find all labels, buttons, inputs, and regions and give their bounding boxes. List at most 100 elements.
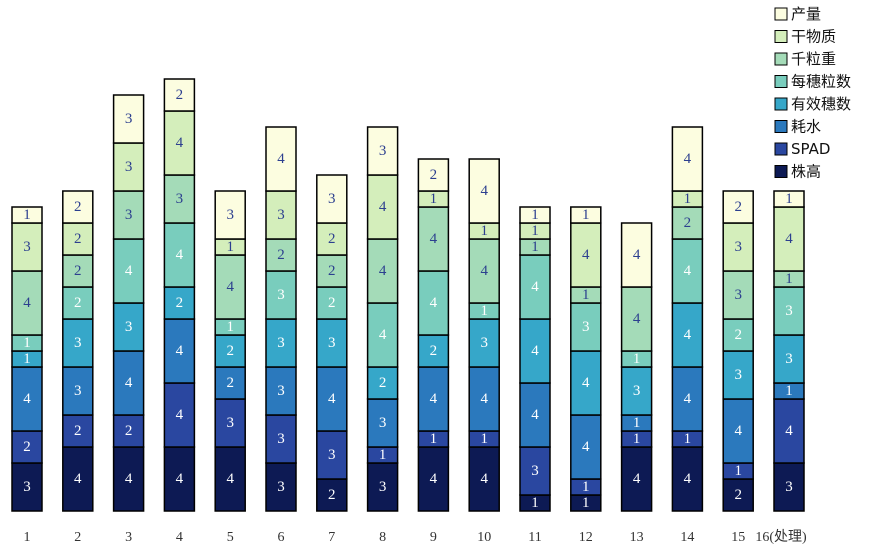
bar-segment-label: 3 <box>734 367 742 383</box>
bar-segment-label: 3 <box>74 335 82 351</box>
bar-segment-label: 3 <box>328 191 336 207</box>
bar-stack-4: 4 4 4 2 4 3 4 2 <box>163 78 196 512</box>
bar-segment <box>316 318 348 368</box>
legend-swatch <box>774 52 788 66</box>
x-tick-label: 16(处理) <box>755 529 807 545</box>
x-tick-label: 9 <box>430 530 437 545</box>
bar-segment-label: 1 <box>226 319 234 335</box>
bar-segment-label: 2 <box>74 423 82 439</box>
bar-segment <box>366 462 399 512</box>
bar-segment-label: 2 <box>74 199 82 215</box>
x-tick-label: 4 <box>176 530 183 545</box>
bar-segment <box>570 206 602 224</box>
bar-segment-label: 3 <box>785 351 793 367</box>
bar-segment-label: 4 <box>684 263 692 279</box>
legend-label: 株高 <box>791 163 821 181</box>
bar-segment-label: 2 <box>430 343 438 359</box>
legend-item: 干物质 <box>774 28 836 46</box>
bar-segment <box>214 254 246 320</box>
bar-segment <box>316 222 348 256</box>
bar-segment-label: 1 <box>430 431 438 447</box>
bar-segment-label: 4 <box>531 407 539 423</box>
bar-segment <box>722 478 754 512</box>
legend-item: 株高 <box>774 163 821 181</box>
bar-segment <box>265 366 297 416</box>
bar-segment <box>265 190 297 240</box>
bar-segment-label: 4 <box>480 391 488 407</box>
bar-segment-label: 4 <box>785 231 793 247</box>
bar-segment <box>316 254 348 288</box>
x-tick-label: 10 <box>477 530 491 545</box>
legend-swatch <box>774 165 788 178</box>
bar-segment-label: 4 <box>379 263 387 279</box>
bar-segment-label: 4 <box>430 471 438 487</box>
legend-label: 耗水 <box>791 118 821 136</box>
bar-segment-label: 4 <box>684 327 692 343</box>
bar-segment-label: 2 <box>328 487 336 503</box>
bar-segment <box>62 446 94 512</box>
bar-segment-label: 2 <box>684 215 692 231</box>
bar-segment-label: 3 <box>74 383 82 399</box>
bar-segment <box>62 286 94 320</box>
bar-segment <box>570 350 602 416</box>
bar-segment <box>417 270 450 336</box>
bar-segment-label: 3 <box>176 191 184 207</box>
bar-segment-label: 2 <box>734 487 742 503</box>
bar-segment-label: 4 <box>379 199 387 215</box>
bar-segment <box>519 206 551 224</box>
bar-segment-label: 1 <box>633 351 641 367</box>
bar-segment <box>316 174 348 224</box>
legend-label: SPAD <box>791 140 830 158</box>
x-tick-label: 5 <box>227 530 234 545</box>
bar-segment <box>265 462 297 512</box>
bar-segment-label: 4 <box>430 231 438 247</box>
bar-segment-label: 4 <box>176 407 184 423</box>
bar-segment <box>163 174 196 224</box>
bar-stack-3: 4 2 4 3 4 3 3 3 <box>112 94 145 512</box>
bar-segment <box>265 126 297 192</box>
bar-segment-label: 4 <box>176 135 184 151</box>
bar-segment-label: 2 <box>74 263 82 279</box>
bar-segment <box>316 286 348 320</box>
bar-stack-2: 4 2 3 3 2 2 2 2 <box>62 190 94 512</box>
bar-stack-16: 3 4 1 3 3 1 4 1 <box>773 190 805 512</box>
bar-segment-label: 4 <box>226 279 234 295</box>
bar-segment <box>112 142 145 192</box>
bar-segment <box>671 446 704 512</box>
bar-segment <box>773 206 805 272</box>
bar-segment-label: 3 <box>379 479 387 495</box>
legend-label: 干物质 <box>791 28 836 46</box>
x-tick-label: 13 <box>630 530 644 545</box>
bar-segment <box>265 318 297 368</box>
bar-segment <box>11 222 43 272</box>
bar-segment-label: 4 <box>684 151 692 167</box>
bar-segment <box>112 414 145 448</box>
bar-segment-label: 3 <box>379 415 387 431</box>
legend-label: 每穗粒数 <box>791 73 851 91</box>
bar-segment <box>773 334 805 384</box>
x-tick-label: 7 <box>328 530 335 545</box>
bar-stack-6: 3 3 3 3 3 2 3 4 <box>265 126 297 512</box>
bar-segment-label: 3 <box>734 287 742 303</box>
x-tick-label: 2 <box>74 530 81 545</box>
bar-segment-label: 4 <box>633 247 641 263</box>
bar-segment <box>570 414 602 480</box>
bar-segment <box>62 318 94 368</box>
bar-segment-label: 4 <box>430 391 438 407</box>
bar-stack-14: 4 1 4 4 4 2 1 4 <box>671 126 704 512</box>
bar-segment <box>11 430 43 464</box>
bar-segment-label: 4 <box>277 151 285 167</box>
x-tick-label: 6 <box>278 530 285 545</box>
bar-segment <box>671 302 704 368</box>
bar-segment-label: 1 <box>582 207 590 223</box>
bar-segment <box>163 78 196 112</box>
bar-segment-label: 3 <box>582 319 590 335</box>
bar-segment-label: 3 <box>23 479 31 495</box>
bar-segment-label: 1 <box>531 207 539 223</box>
bar-segment-label: 2 <box>23 439 31 455</box>
legend-swatch <box>774 75 788 88</box>
bar-segment <box>214 398 246 448</box>
bar-segment-label: 4 <box>633 471 641 487</box>
bar-segment <box>112 94 145 144</box>
